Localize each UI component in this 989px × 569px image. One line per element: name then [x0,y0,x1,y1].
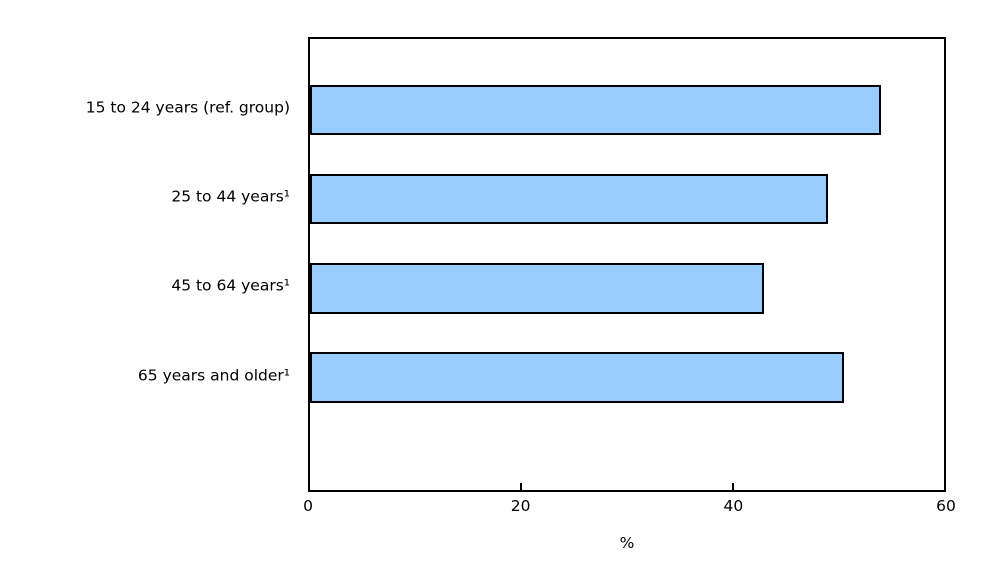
x-tick-label-20: 20 [510,497,531,515]
bar-3 [310,263,765,314]
x-tick-label-0: 0 [303,497,313,515]
category-label-2: 25 to 44 years¹ [171,187,290,206]
category-label-4: 65 years and older¹ [137,365,290,384]
category-label-3: 45 to 64 years¹ [171,276,290,295]
category-label-1: 15 to 24 years (ref. group) [85,98,290,117]
x-tick-mark-40 [731,483,734,490]
x-axis-title: % [619,534,635,552]
x-tick-label-40: 40 [723,497,744,515]
bar-2 [310,173,828,225]
bar-4 [310,352,844,403]
bar-1 [310,84,881,136]
x-tick-mark-20 [520,483,523,490]
plot-area [308,37,946,492]
x-tick-label-60: 60 [936,497,956,515]
